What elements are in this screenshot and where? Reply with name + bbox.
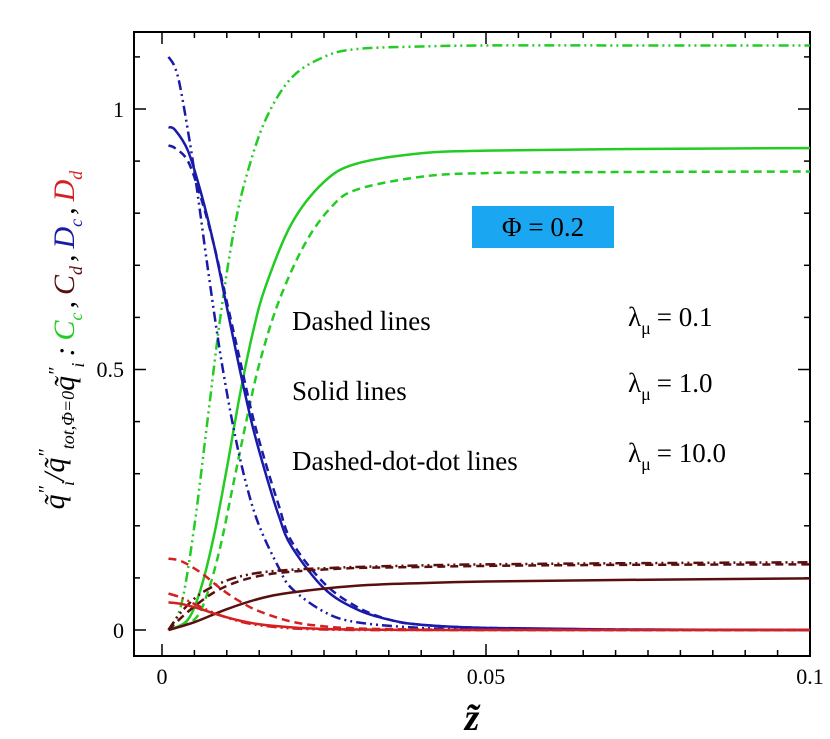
x-tick-label-1: 0.05	[467, 664, 506, 689]
x-axis-label: z̃	[463, 697, 482, 739]
y-label-prime2: ″	[35, 449, 57, 458]
series-line-cd-dashdotdot	[167, 561, 811, 631]
y-label-Cd: C	[48, 274, 81, 295]
x-tick-label-2: 0.1	[796, 664, 824, 689]
y-label-slash: /	[38, 470, 71, 483]
plot-frame	[133, 31, 811, 657]
y-label-sub-i2: i	[68, 363, 88, 368]
annot-lambda-1.0: λμ = 1.0	[628, 368, 712, 404]
y-label-Dd: D	[48, 179, 81, 202]
annot-solid-lines: Solid lines	[292, 376, 407, 406]
phi-badge-bg	[472, 206, 614, 248]
y-label-Cd-sub: d	[66, 265, 86, 275]
y-label-q2: q̃	[38, 458, 71, 473]
series-line-cc-dashdotdot	[167, 44, 810, 631]
y-label-Cc-sub: c	[66, 313, 86, 321]
series-line-dd-dashed	[168, 557, 811, 632]
y-tick-label-2: 1	[113, 97, 124, 122]
y-label-colon: :	[48, 347, 81, 357]
annot-dashed-lines: Dashed lines	[292, 306, 431, 336]
annot-lambda-0.1: λμ = 0.1	[628, 302, 712, 338]
y-label-comma2: ,	[48, 255, 81, 263]
y-label-prime3: ″	[45, 367, 67, 376]
series-line-dd-dashdotdot	[168, 592, 810, 632]
y-label-comma1: ,	[48, 301, 81, 309]
y-label-Dc-sub: c	[66, 219, 86, 227]
series-line-dd-solid	[168, 601, 810, 632]
y-label-Cc: C	[48, 320, 81, 341]
y-label-Dd-sub: d	[66, 170, 86, 180]
y-tick-label-1: 0.5	[97, 357, 125, 382]
y-label-comma3: ,	[48, 207, 81, 215]
phi-badge-label: Φ = 0.2	[502, 212, 584, 242]
y-axis-label: q̃″i/q̃″tot,Φ=0q̃″i:Cc,Cd,Dc,Dd	[35, 170, 88, 510]
x-tick-label-0: 0	[157, 664, 168, 689]
y-label-prime1: ″	[35, 485, 57, 494]
series-line-dc-solid	[168, 125, 811, 632]
svg-text:q̃″i/q̃″tot,Φ=0q̃″i:Cc,Cd,Dc,D: q̃″i/q̃″tot,Φ=0q̃″i:Cc,Cd,Dc,Dd	[35, 170, 88, 510]
y-label-sub-tot: tot,Φ=0	[58, 391, 78, 449]
annot-dashdotdot-lines: Dashed-dot-dot lines	[292, 446, 518, 476]
series-line-cd-solid	[168, 577, 811, 632]
series-line-dc-dashed	[168, 144, 811, 632]
y-label-q1: q̃	[38, 494, 71, 509]
y-label-Dc: D	[48, 227, 81, 250]
y-label-sub-i1: i	[58, 481, 78, 486]
series-layer	[167, 44, 811, 632]
series-line-cd-dashed	[167, 563, 811, 631]
annot-lambda-10.0: λμ = 10.0	[628, 438, 726, 474]
series-line-cc-dashed	[168, 170, 811, 632]
series-line-cc-solid	[167, 146, 811, 632]
y-label-q3: q̃	[48, 376, 81, 391]
y-tick-label-0: 0	[113, 618, 124, 643]
